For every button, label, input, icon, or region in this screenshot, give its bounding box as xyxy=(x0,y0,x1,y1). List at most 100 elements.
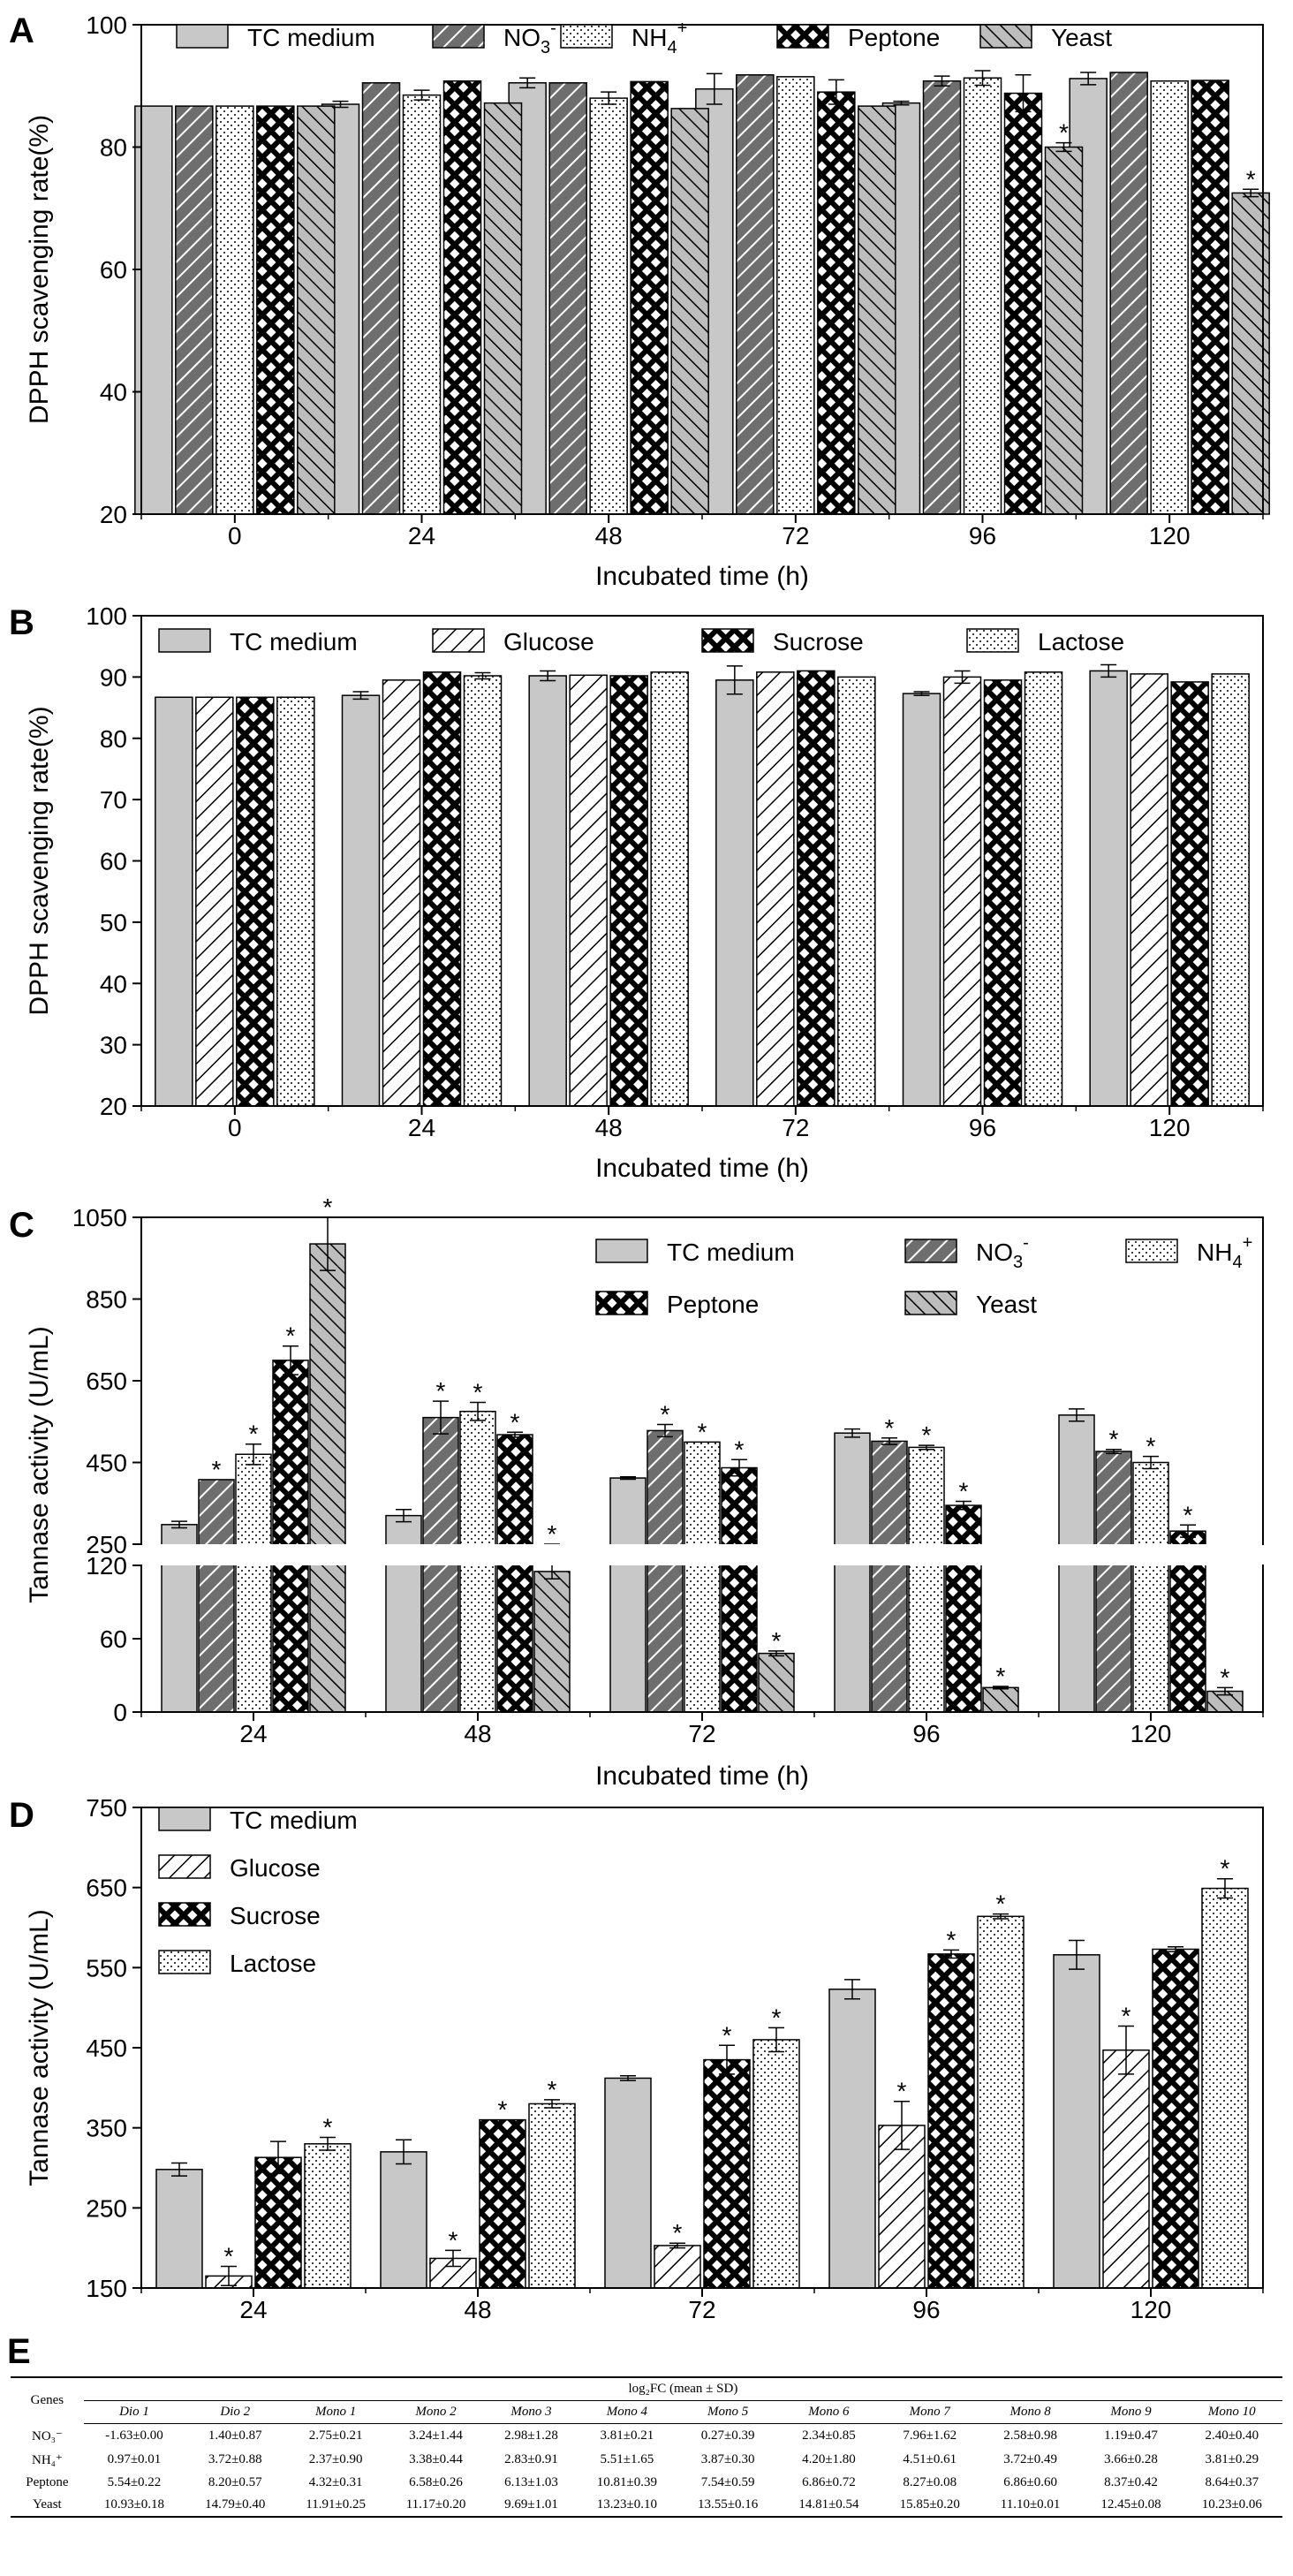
y-tick-label: 60 xyxy=(100,1625,127,1653)
bar xyxy=(922,80,962,515)
table-row: NO₃⁻ -1.63±0.00 1.40±0.87 2.75±0.21 3.24±1.4… xyxy=(11,2424,1282,2448)
table-cell: 8.27±0.08 xyxy=(903,2474,957,2489)
significance-mark: * xyxy=(323,2114,333,2141)
x-tick-label: 48 xyxy=(464,2296,491,2323)
y-tick-label: 350 xyxy=(86,2115,127,2142)
bar xyxy=(927,1953,975,2289)
panel-c: C*** * **** * ********** *0601202504506508501… xyxy=(9,1193,1266,1791)
x-tick-label: 24 xyxy=(408,522,435,549)
table-cell: 7.96±1.62 xyxy=(903,2428,957,2443)
y-axis-label: DPPH scavenging rate(%) xyxy=(25,706,54,1015)
table-header-row: Genes log₂FC (mean ± SD) xyxy=(11,2376,1282,2424)
bar xyxy=(736,74,775,515)
legend-label: Yeast xyxy=(976,1291,1037,1318)
bar xyxy=(1150,80,1189,515)
significance-mark: * xyxy=(722,2021,732,2049)
bar xyxy=(902,693,941,1107)
significance-mark: * xyxy=(1122,2003,1131,2030)
x-tick-label: 96 xyxy=(969,522,996,549)
legend-label: Sucrose xyxy=(773,628,864,655)
x-tick-label: 120 xyxy=(1149,1114,1191,1141)
bar xyxy=(309,1243,346,1713)
bar xyxy=(650,671,689,1107)
significance-mark: * xyxy=(1221,1663,1230,1691)
legend-swatch xyxy=(158,1854,211,1879)
bar xyxy=(1102,2049,1150,2289)
bar xyxy=(670,108,709,515)
bar xyxy=(1044,146,1084,515)
column-header-dio-1: Dio 1 xyxy=(83,2400,185,2424)
x-tick-label: 48 xyxy=(464,1720,491,1747)
bar xyxy=(589,97,628,515)
y-tick-label: 30 xyxy=(100,1032,127,1059)
bar xyxy=(195,696,234,1107)
significance-mark: * xyxy=(286,1322,296,1350)
bar xyxy=(1152,1948,1199,2289)
bar xyxy=(1003,92,1043,515)
bar xyxy=(609,675,648,1107)
legend-swatch xyxy=(904,1291,957,1315)
table-cell: 1.40±0.87 xyxy=(208,2428,262,2443)
x-axis-label: Incubated time (h) xyxy=(595,562,809,591)
table-cell: 3.66±0.28 xyxy=(1104,2451,1158,2466)
significance-mark: * xyxy=(1146,1433,1156,1460)
bar xyxy=(604,2077,652,2289)
bar xyxy=(878,2125,926,2289)
bar xyxy=(297,105,336,515)
table-cell: 0.27±0.39 xyxy=(700,2428,755,2443)
legend-label: Lactose xyxy=(230,1950,316,1977)
bar xyxy=(756,671,795,1107)
y-tick-label: 450 xyxy=(86,2034,127,2062)
legend-label: Yeast xyxy=(1051,24,1112,51)
y-tick-label: 650 xyxy=(86,1368,127,1395)
genes-header: Genes xyxy=(11,2376,84,2424)
column-header-mono-7: Mono 7 xyxy=(879,2400,980,2424)
legend-swatch xyxy=(595,1291,648,1315)
panel-letter: D xyxy=(9,1796,34,1835)
x-tick-label: 0 xyxy=(228,522,242,549)
column-header-mono-6: Mono 6 xyxy=(778,2400,880,2424)
bar xyxy=(654,2245,701,2289)
y-tick-label: 70 xyxy=(100,786,127,814)
bar xyxy=(776,76,815,515)
axis-break-left xyxy=(139,1545,144,1565)
significance-mark: * xyxy=(897,2078,907,2105)
table-cell: 2.40±0.40 xyxy=(1205,2428,1259,2443)
table-column-row: Dio 1 Dio 2 Mono 1 Mono 2 Mono 3 Mono 4 Mono 5… xyxy=(11,2400,1282,2424)
significance-mark: * xyxy=(249,1421,259,1448)
table-cell: 2.58±0.98 xyxy=(1003,2428,1057,2443)
bar xyxy=(1109,72,1148,515)
legend-swatch xyxy=(1125,1239,1178,1263)
x-tick-label: 96 xyxy=(969,1114,996,1141)
bar xyxy=(402,94,442,515)
table-cell: 10.93±0.18 xyxy=(83,2493,185,2518)
y-axis-label: DPPH scavenging rate(%) xyxy=(25,115,54,424)
bar xyxy=(533,1571,571,1713)
y-tick-label: 550 xyxy=(86,1954,127,1981)
bar xyxy=(276,696,315,1107)
gene-expression-table: Genes log₂FC (mean ± SD) Dio 1 Dio 2 Mono … xyxy=(11,2376,1282,2518)
x-tick-label: 120 xyxy=(1130,2296,1172,2323)
bar xyxy=(528,2102,576,2289)
table-cell: 1.19±0.47 xyxy=(1104,2428,1158,2443)
x-tick-label: 72 xyxy=(688,2296,715,2323)
table-cell: 13.55±0.16 xyxy=(677,2493,779,2518)
legend-label: TC medium xyxy=(247,24,375,51)
legend-label: NO3- xyxy=(976,1233,1029,1272)
panel-a: A * * 20 40 60 80 100 0 24 48 72 96 120 Incubated time… xyxy=(9,11,1270,591)
bar xyxy=(254,2156,302,2289)
bar xyxy=(983,679,1023,1107)
table-cell: 2.98±1.28 xyxy=(504,2428,558,2443)
x-tick-label: 48 xyxy=(595,522,623,549)
significance-mark: * xyxy=(698,1418,707,1445)
y-axis-label: Tannase activity (U/mL) xyxy=(25,1909,54,2186)
bar xyxy=(942,676,982,1107)
panel-letter: C xyxy=(9,1206,34,1245)
x-tick-label: 72 xyxy=(782,1114,809,1141)
significance-mark: * xyxy=(473,1379,483,1406)
y-tick-label: 80 xyxy=(100,134,127,162)
table-cell: 12.45±0.08 xyxy=(1080,2493,1182,2518)
bar xyxy=(977,1915,1025,2289)
legend-swatch xyxy=(432,628,485,653)
legend-label: NO3- xyxy=(503,19,556,57)
